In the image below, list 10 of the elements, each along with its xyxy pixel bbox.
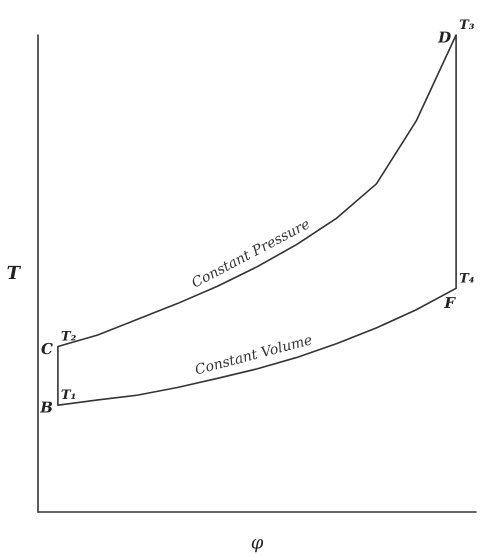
annotation: T₁ <box>60 388 76 404</box>
annotation: D <box>437 28 452 46</box>
annotation: C <box>40 340 53 358</box>
annotation: T₂ <box>60 329 77 344</box>
annotation: T₄ <box>459 271 475 286</box>
x-axis-title: φ <box>250 532 264 554</box>
annotation: F <box>443 294 456 312</box>
annotation: B <box>39 398 53 417</box>
text: T₃ <box>459 18 475 33</box>
y-axis-title: T <box>6 263 22 284</box>
